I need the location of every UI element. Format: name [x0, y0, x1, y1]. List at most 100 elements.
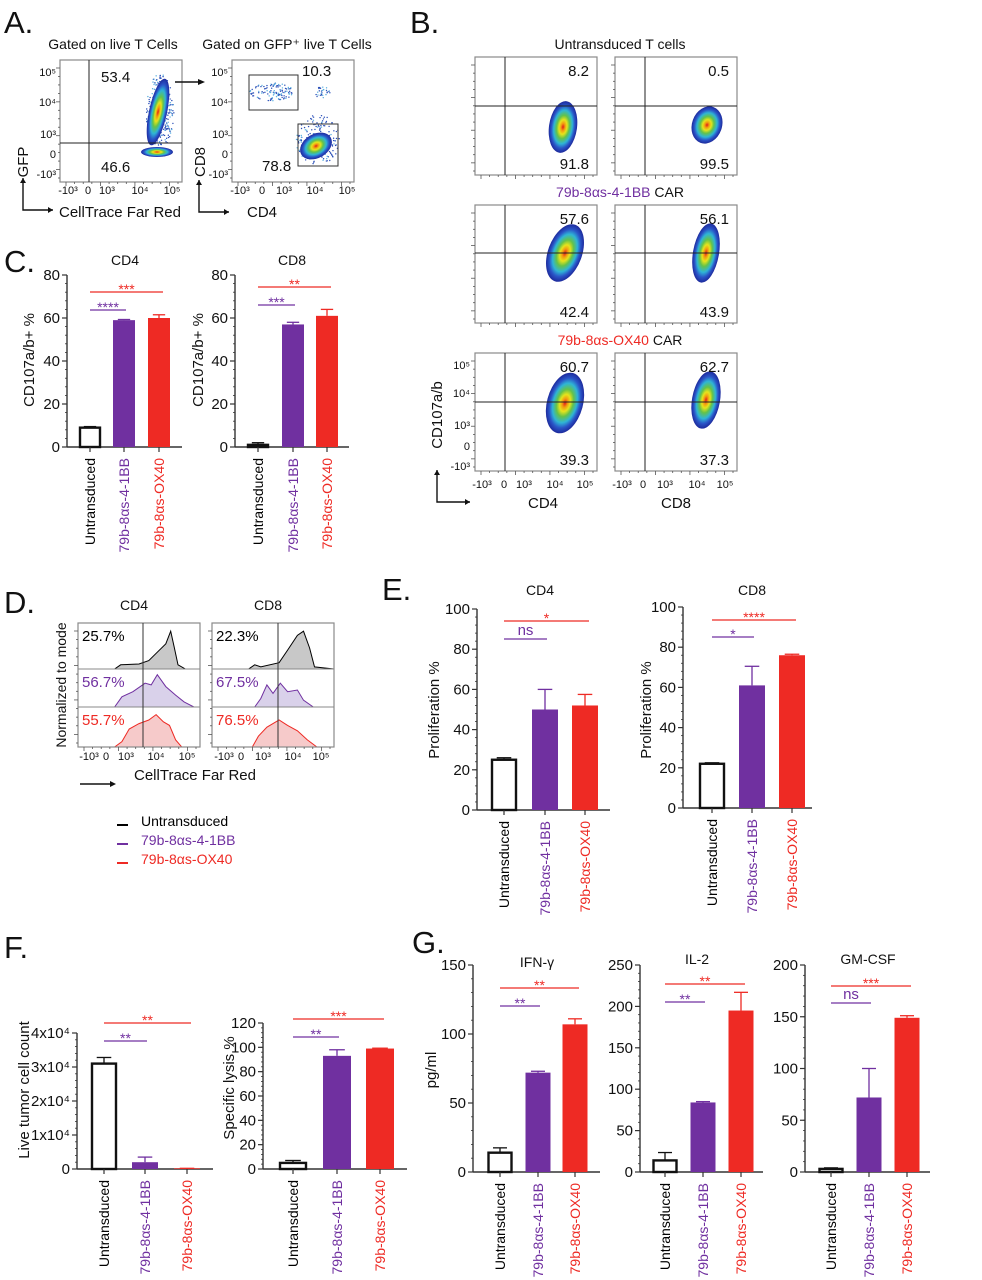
divided-percent: 22.3%: [216, 628, 259, 645]
category-label: 79b-8αs-OX40: [567, 1183, 583, 1275]
x-tick-label: 0: [85, 185, 91, 197]
event-dot: [332, 156, 334, 158]
bar-79b-8as-ox40: [779, 655, 805, 808]
bar-chart-g-6: 0 50 100 150 IFN-γ pg/ml Untransduced 79b-8αs-4…: [423, 954, 600, 1277]
event-dot: [279, 90, 282, 92]
x-tick-label: 10⁴: [307, 185, 324, 197]
event-dot: [164, 125, 167, 128]
event-dot: [169, 130, 171, 133]
y-tick-label: 0: [222, 149, 228, 161]
event-dot: [335, 130, 338, 133]
significance-label: ***: [268, 294, 285, 310]
significance-label: ****: [97, 299, 119, 315]
event-dot: [267, 99, 269, 102]
event-dot: [165, 118, 168, 120]
event-dot: [152, 81, 154, 83]
event-dot: [270, 98, 272, 100]
event-dot: [328, 150, 331, 153]
y-tick-label: 40: [43, 353, 60, 370]
event-dot: [312, 119, 315, 121]
event-dot: [276, 84, 278, 87]
x-axis-label-cd8: CD8: [661, 495, 691, 512]
event-dot: [250, 93, 252, 95]
y-tick-label: 10⁴: [211, 97, 228, 109]
chart-title: CD8: [278, 252, 306, 268]
category-label: Untransduced: [492, 1183, 508, 1270]
event-dot: [257, 85, 259, 87]
flow-plot-cd107-cd8: 56.1 43.9: [611, 204, 738, 327]
arrowhead-icon: [434, 470, 440, 475]
y-tick-label: 10⁵: [453, 360, 470, 372]
quadrant-value-lower: 37.3: [700, 452, 729, 469]
plot-frame: [474, 352, 598, 472]
bar-79b-8as-ox40: [174, 1168, 200, 1169]
event-dot: [317, 94, 319, 96]
chart-title: CD8: [738, 582, 766, 598]
axis-arrow: [198, 180, 229, 213]
x-tick-label: -10³: [612, 479, 632, 491]
bar-chart-c-1: 0 20 40 60 80 CD8 CD107a/b+ % Untransduced 79b-8…: [190, 252, 349, 552]
y-tick-label: 50: [449, 1095, 466, 1112]
event-dot: [317, 124, 320, 127]
event-dot: [287, 86, 290, 89]
y-tick-label: 0: [458, 1164, 466, 1181]
event-dot: [281, 87, 284, 89]
event-dot: [148, 100, 151, 103]
panel-label-c: C.: [4, 244, 35, 279]
event-dot: [165, 141, 167, 143]
y-tick-label: 100: [651, 599, 676, 616]
event-dot: [262, 92, 265, 94]
divided-percent: 67.5%: [216, 674, 259, 691]
quadrant-value-upper: 60.7: [560, 359, 589, 376]
arrowhead-icon: [20, 178, 26, 183]
event-dot: [266, 90, 268, 92]
event-dot: [273, 93, 275, 95]
event-dot: [322, 158, 325, 160]
flow-plot-cd8-vs-cd4: 10.3 78.8 10⁵ 10⁴ 10³ 0 -10³-10³ 0 10³ 10⁴ 10⁵ CD4 C…: [192, 59, 355, 221]
chart-title: CD4: [526, 582, 554, 598]
y-tick-label: 80: [659, 639, 676, 656]
event-dot: [281, 96, 283, 99]
event-dot: [288, 91, 290, 94]
event-dot: [321, 120, 324, 122]
row-title-41bb: 79b-8αs-4-1BB CAR: [556, 184, 684, 200]
category-label: 79b-8αs-OX40: [733, 1183, 749, 1275]
event-dot: [167, 125, 169, 128]
event-dot: [257, 97, 260, 99]
event-dot: [334, 140, 336, 142]
event-dot: [148, 102, 150, 105]
event-dot: [256, 96, 259, 99]
event-dot: [303, 126, 306, 129]
event-dot: [266, 84, 268, 87]
event-dot: [159, 75, 161, 77]
bar-79b-8as-ox40: [572, 705, 598, 810]
y-tick-label: 1x10⁴: [31, 1127, 70, 1144]
event-dot: [261, 92, 263, 94]
x-tick-label: 10³: [657, 479, 673, 491]
event-dot: [171, 113, 173, 115]
y-axis-label: CD107a/b: [429, 381, 446, 449]
event-dot: [168, 112, 170, 114]
y-tick-label: 0: [462, 802, 470, 819]
bar-79b-8as-4-1bb: [532, 709, 558, 810]
y-tick-label: 120: [231, 1015, 256, 1032]
category-label: 79b-8αs-OX40: [372, 1180, 388, 1272]
event-dot: [316, 95, 318, 98]
divided-percent: 55.7%: [82, 712, 125, 729]
event-dot: [166, 123, 168, 125]
event-dot: [162, 128, 165, 131]
gate-cd8: [248, 74, 299, 111]
x-axis-label: CD4: [247, 204, 277, 221]
significance-label: **: [534, 977, 545, 993]
event-dot: [168, 109, 171, 111]
event-dot: [319, 127, 321, 129]
y-tick-label: 40: [453, 722, 470, 739]
quadrant-value-lower: 43.9: [700, 304, 729, 321]
event-dot: [326, 116, 328, 119]
event-dot: [277, 98, 280, 100]
category-label: 79b-8αs-4-1BB: [537, 821, 553, 915]
category-label: 79b-8αs-4-1BB: [329, 1180, 345, 1274]
bar-untransduced: [246, 443, 270, 449]
significance-label: **: [289, 276, 300, 292]
